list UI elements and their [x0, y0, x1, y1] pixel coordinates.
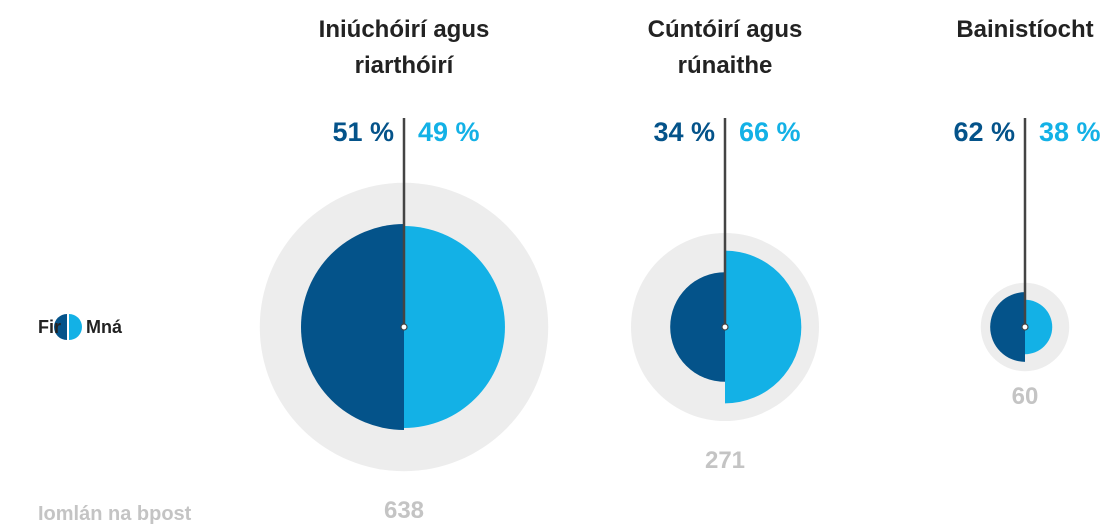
total-label: 60 — [1011, 383, 1039, 411]
category-title: Iniúchóirí agus riarthóirí — [318, 16, 490, 79]
half-bubble — [670, 272, 725, 382]
center-dot — [721, 323, 729, 331]
center-dot — [1021, 323, 1029, 331]
legend-label: Mná — [86, 317, 122, 337]
half-bubble — [1025, 299, 1053, 355]
total-label: 271 — [704, 446, 746, 474]
half-bubble — [404, 226, 505, 428]
value-label: 51 % — [332, 117, 394, 147]
half-bubble — [725, 250, 802, 404]
legend-label: Fir — [38, 317, 62, 337]
totals-label: Iomlán na bpost — [38, 503, 192, 525]
category-title: Bainistíocht — [956, 16, 1094, 43]
category-title: Cúntóirí agus rúnaithe — [647, 16, 803, 79]
legend-swatch — [69, 314, 82, 340]
value-label: 66 % — [739, 117, 801, 147]
value-label: 49 % — [418, 117, 480, 147]
value-label: 38 % — [1039, 117, 1101, 147]
value-label: 62 % — [953, 117, 1015, 147]
total-label: 638 — [383, 497, 425, 525]
center-dot — [400, 323, 408, 331]
half-bubble — [990, 292, 1025, 362]
value-label: 34 % — [653, 117, 715, 147]
half-bubble — [301, 224, 404, 430]
legend-swatch — [54, 314, 67, 340]
